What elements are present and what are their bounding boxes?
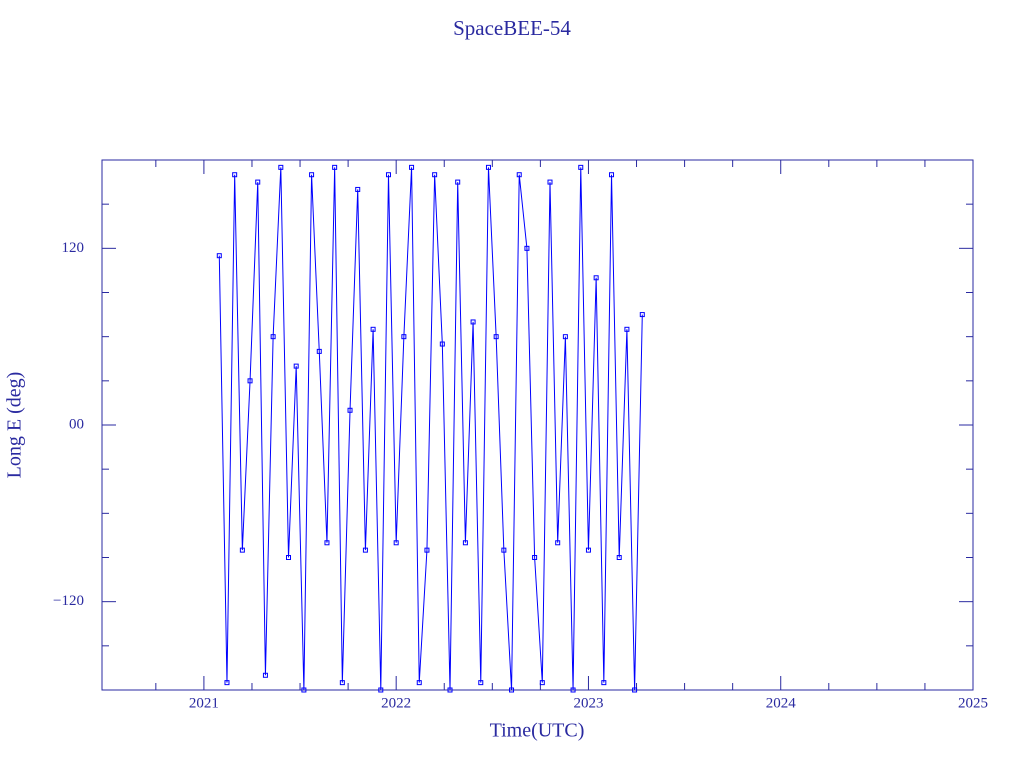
data-point [485,164,491,170]
x-tick-label: 2021 [189,695,219,711]
data-point [347,407,353,413]
data-point [509,687,515,693]
data-point [593,275,599,281]
data-point [439,341,445,347]
data-point [216,253,222,259]
data-point [455,179,461,185]
data-point [385,172,391,178]
y-tick-label: 00 [69,416,84,432]
data-point [362,547,368,553]
data-point [370,326,376,332]
data-point [447,687,453,693]
data-point [409,164,415,170]
data-point [524,245,530,251]
data-point [324,540,330,546]
data-point [309,172,315,178]
y-axis-label: Long E (deg) [4,372,26,479]
x-tick-label: 2024 [766,695,797,711]
data-point [539,680,545,686]
data-point [224,680,230,686]
data-point [570,687,576,693]
data-point [478,680,484,686]
data-point [616,555,622,560]
data-point [424,547,430,553]
x-tick-label: 2022 [381,695,411,711]
data-point [462,540,468,546]
data-point [578,164,584,170]
x-axis-label: Time(UTC) [490,720,585,742]
data-point [286,555,292,560]
data-point [585,547,591,553]
data-point [547,179,553,185]
x-tick-label: 2025 [958,695,988,711]
data-point [247,378,253,384]
data-point [255,179,261,185]
data-point [332,164,338,170]
data-point [632,687,638,693]
data-point [262,672,268,678]
data-point [416,680,422,686]
data-point [516,172,522,178]
data-point [624,326,630,332]
data-point [232,172,238,178]
data-point [278,164,284,170]
data-line [218,167,643,691]
x-tick-label: 2023 [573,695,603,711]
data-point [532,555,538,560]
data-point [432,172,438,178]
data-point [301,687,307,693]
data-point [393,540,399,546]
data-point [355,186,361,192]
y-tick-label: −120 [53,593,84,609]
data-point [293,363,299,369]
data-point [555,540,561,546]
data-point [316,348,322,354]
data-point [501,547,507,553]
data-point [470,319,476,325]
data-point [270,334,276,340]
data-point [378,687,384,693]
data-point [239,547,245,553]
chart-title: SpaceBEE-54 [453,16,571,40]
y-tick-label: 120 [62,240,85,256]
data-point [639,312,645,318]
data-point [609,172,615,178]
data-point [401,334,407,340]
data-point [562,334,568,340]
data-point [339,680,345,686]
data-point [493,334,499,340]
data-point [601,680,607,686]
